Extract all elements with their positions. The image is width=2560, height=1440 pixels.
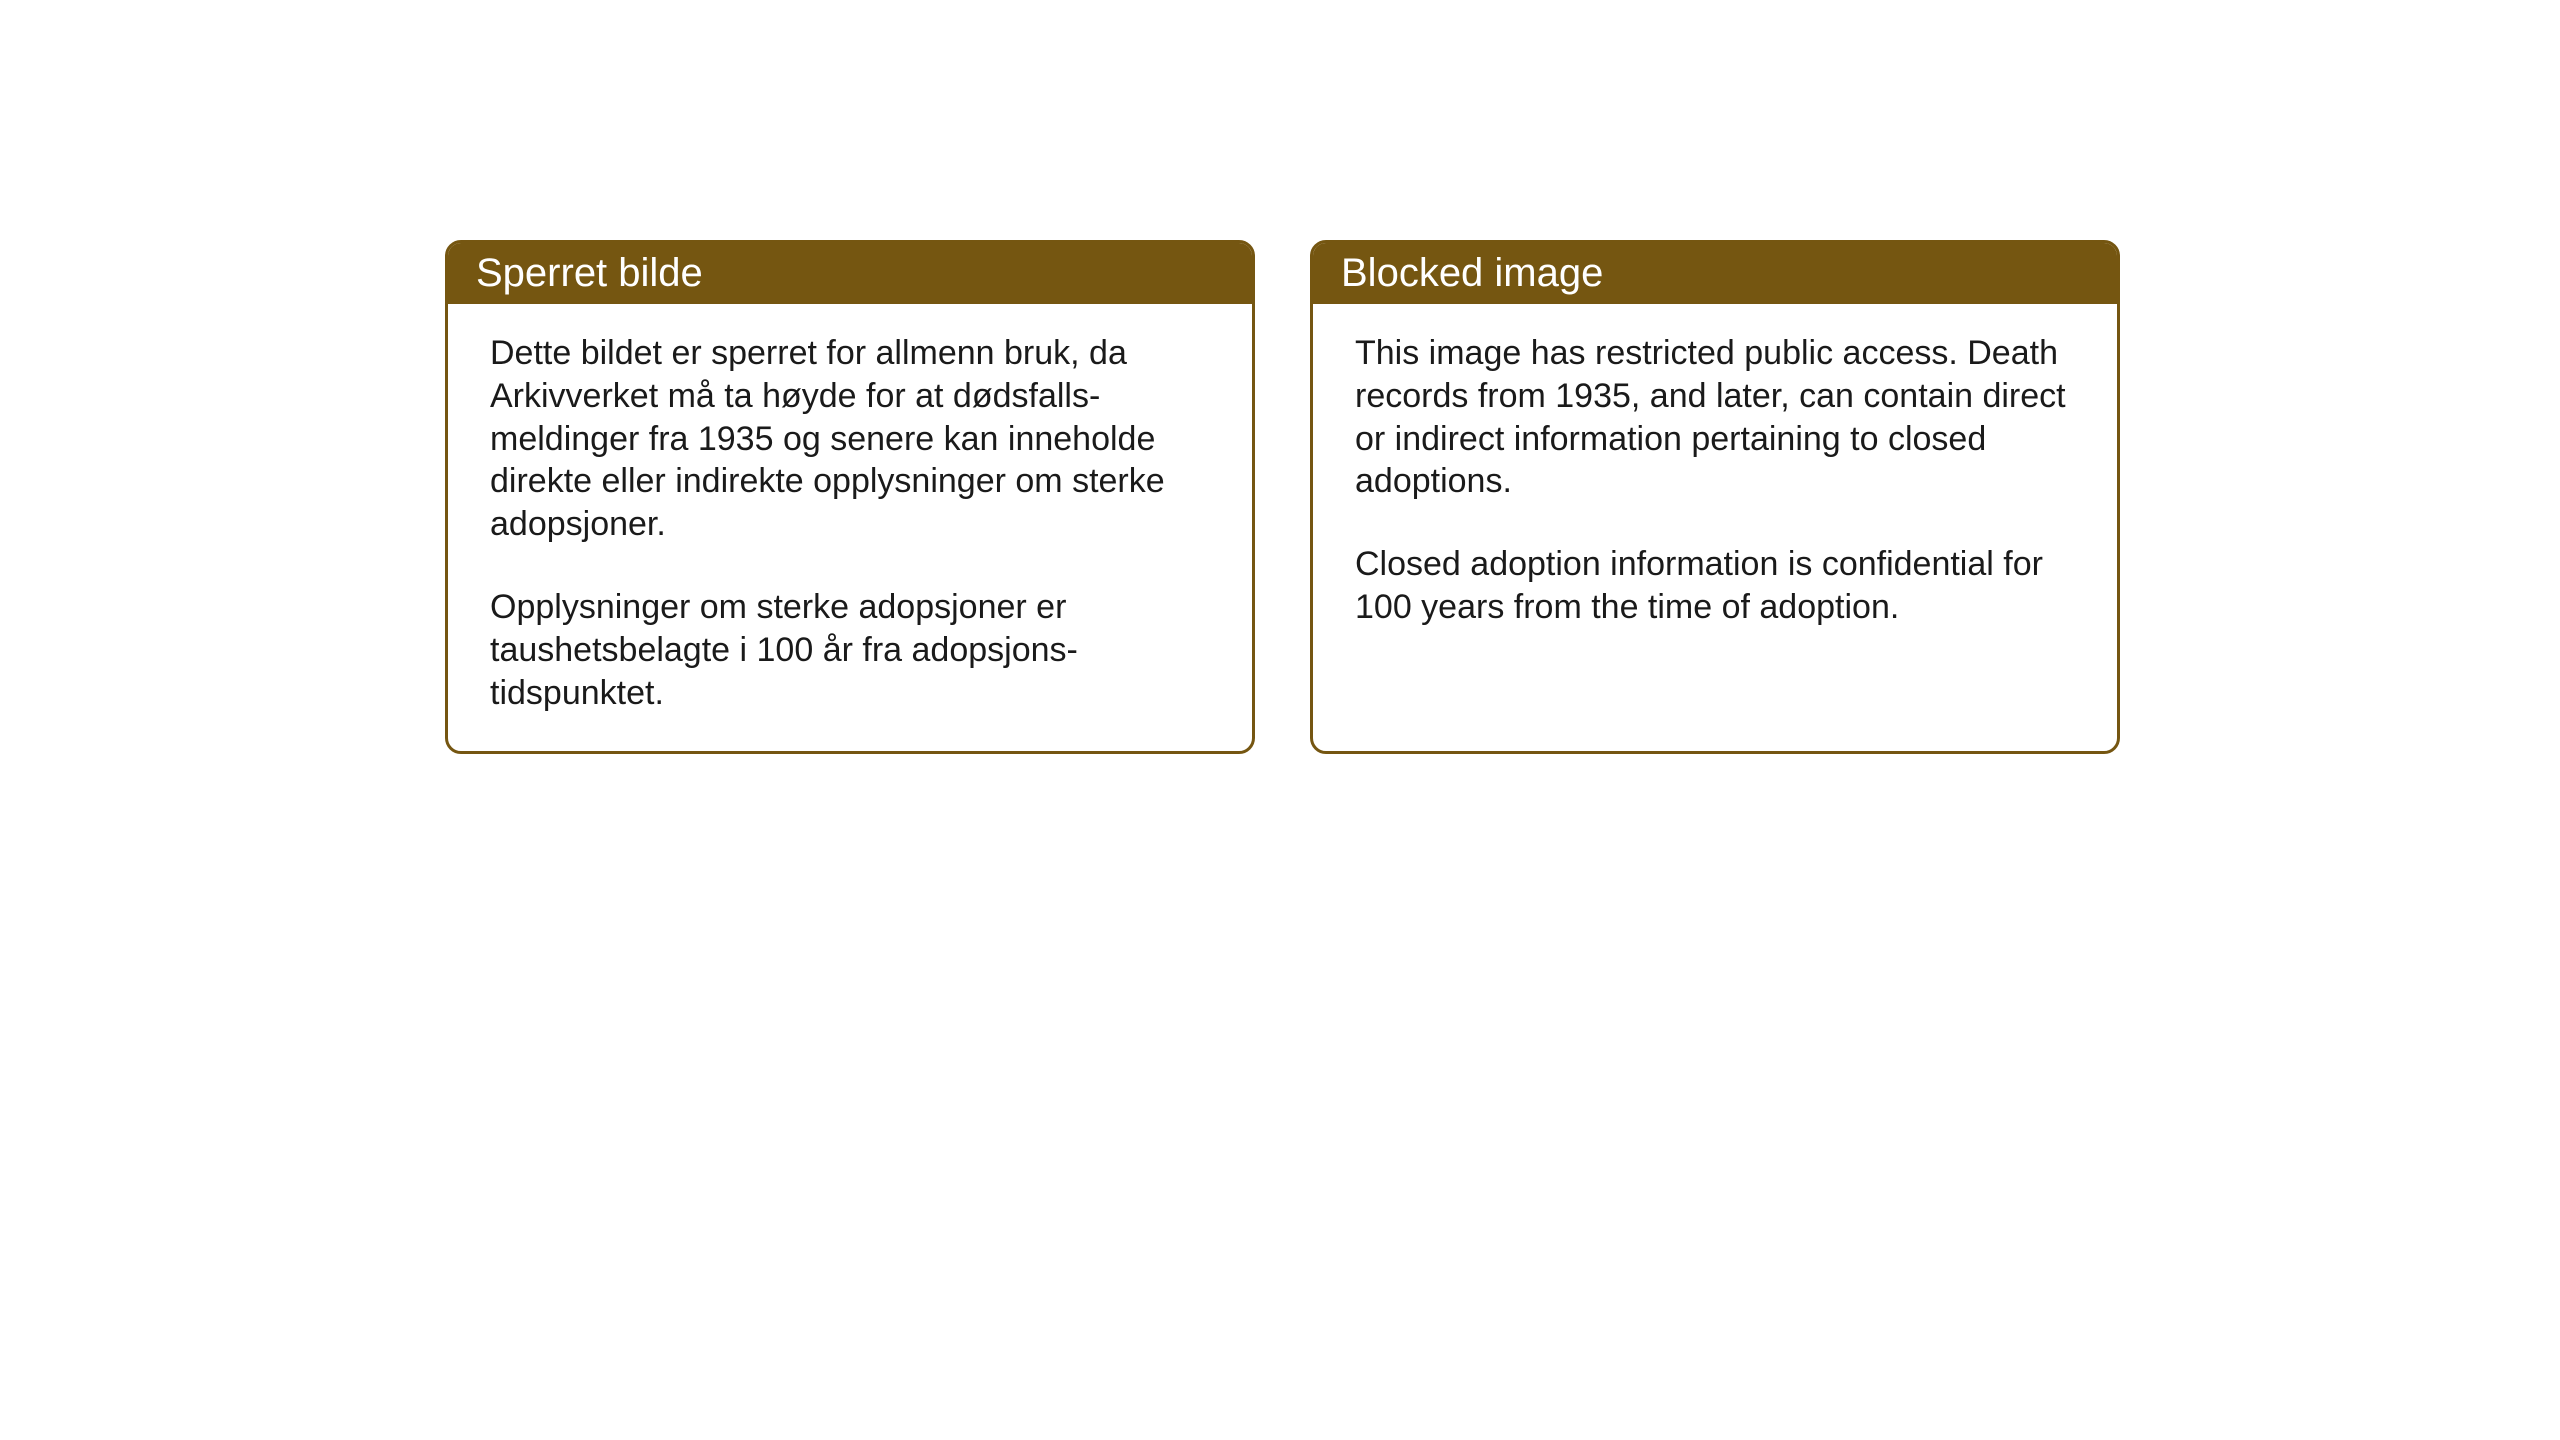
notice-paragraph: Opplysninger om sterke adopsjoner er tau… xyxy=(490,586,1210,714)
notice-box-norwegian: Sperret bilde Dette bildet er sperret fo… xyxy=(445,240,1255,754)
notice-body-english: This image has restricted public access.… xyxy=(1313,304,2117,665)
notice-box-english: Blocked image This image has restricted … xyxy=(1310,240,2120,754)
notice-paragraph: Closed adoption information is confident… xyxy=(1355,543,2075,629)
notice-paragraph: Dette bildet er sperret for allmenn bruk… xyxy=(490,332,1210,546)
notice-container: Sperret bilde Dette bildet er sperret fo… xyxy=(0,0,2560,754)
notice-paragraph: This image has restricted public access.… xyxy=(1355,332,2075,503)
notice-header-english: Blocked image xyxy=(1313,243,2117,304)
notice-header-norwegian: Sperret bilde xyxy=(448,243,1252,304)
notice-body-norwegian: Dette bildet er sperret for allmenn bruk… xyxy=(448,304,1252,751)
